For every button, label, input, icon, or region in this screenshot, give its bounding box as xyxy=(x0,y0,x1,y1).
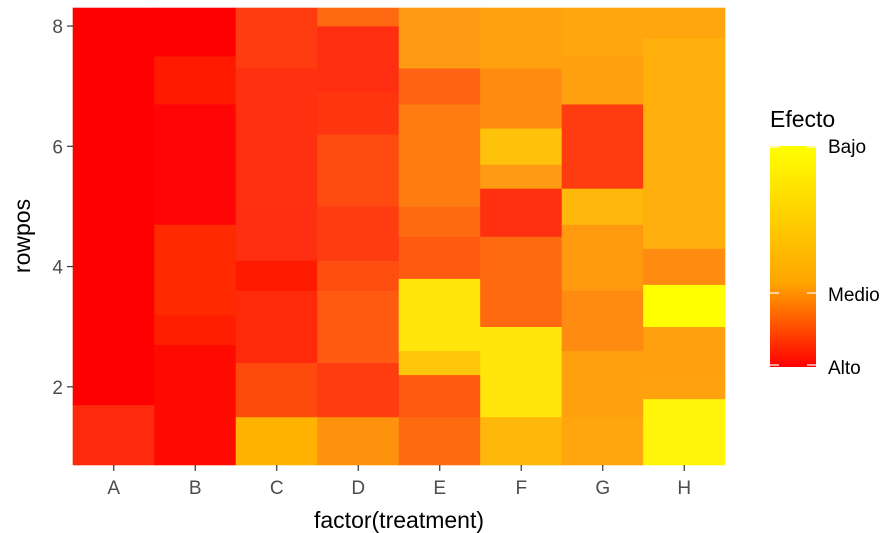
heatmap-cell-F-4 xyxy=(480,188,563,237)
heatmap-cell-D-9 xyxy=(317,7,400,27)
heatmap-cell-G-2 xyxy=(561,350,644,418)
heatmap-cell-F-3 xyxy=(480,236,563,327)
x-tick-label-B: B xyxy=(189,478,202,499)
heatmap-cell-E-6 xyxy=(398,206,481,237)
heatmap-cell-E-4 xyxy=(398,278,481,352)
heatmap-cell-F-1 xyxy=(480,416,563,466)
heatmap-cell-H-6 xyxy=(643,37,726,249)
x-tick-label-F: F xyxy=(515,478,527,499)
heatmap-cell-D-6 xyxy=(317,133,400,207)
x-tick-label-C: C xyxy=(270,478,284,499)
heatmap-cell-C-6 xyxy=(235,67,318,207)
heatmap-cell-D-4 xyxy=(317,260,400,291)
legend-label-medio: Medio xyxy=(828,285,880,306)
heatmap-cell-G-7 xyxy=(561,55,644,105)
heatmap-cell-F-8 xyxy=(480,7,563,69)
x-tick-label-D: D xyxy=(351,478,365,499)
x-tick-label-E: E xyxy=(433,478,446,499)
y-tick-label-6: 6 xyxy=(52,137,63,158)
heatmap-cell-E-1 xyxy=(398,416,481,466)
heatmap-cell-E-9 xyxy=(398,7,481,69)
heatmap-cell-B-4 xyxy=(154,103,237,225)
heatmap-cell-H-5 xyxy=(643,248,726,285)
heatmap-cell-H-7 xyxy=(643,7,726,39)
heatmap-cell-C-2 xyxy=(235,362,318,418)
legend-ticks xyxy=(770,146,816,366)
heatmap-cell-F-2 xyxy=(480,326,563,418)
heatmap-cell-B-2 xyxy=(154,314,237,346)
legend-title: Efecto xyxy=(770,106,835,132)
heatmap-cell-C-5 xyxy=(235,206,318,261)
heatmap-cell-H-3 xyxy=(643,326,726,376)
heatmap-cell-C-3 xyxy=(235,290,318,364)
heatmap-cell-F-6 xyxy=(480,127,563,165)
heatmap-cell-B-5 xyxy=(154,55,237,105)
heatmap-cell-G-8 xyxy=(561,7,644,57)
heatmap-cell-G-3 xyxy=(561,290,644,352)
heatmap-cell-B-7 xyxy=(154,7,237,27)
heatmap-cell-A-2 xyxy=(72,7,155,406)
legend-colorbar xyxy=(770,146,816,367)
heatmap-cell-H-1 xyxy=(643,398,726,466)
heatmap-cell-A-1 xyxy=(72,404,155,466)
y-tick-label-2: 2 xyxy=(52,378,63,399)
y-axis-title: rowpos xyxy=(9,199,35,273)
heatmap-cell-E-3 xyxy=(398,350,481,376)
heatmap-cell-E-7 xyxy=(398,103,481,207)
x-tick-label-G: G xyxy=(595,478,610,499)
x-tick-label-H: H xyxy=(677,478,691,499)
heatmap-cell-C-4 xyxy=(235,260,318,291)
heatmap-cell-E-5 xyxy=(398,236,481,279)
heatmap-cell-B-6 xyxy=(154,25,237,57)
x-axis-title: factor(treatment) xyxy=(314,507,484,533)
heatmap-cell-D-5 xyxy=(317,206,400,261)
legend-label-bajo: Bajo xyxy=(828,137,866,158)
heatmap-cell-G-4 xyxy=(561,224,644,291)
heatmap-cell-D-1 xyxy=(317,416,400,466)
axes: A B C D E F G H 2 4 6 8 xyxy=(52,17,691,499)
y-tick-label-8: 8 xyxy=(52,17,63,38)
y-tick-label-4: 4 xyxy=(52,258,63,279)
heatmap-cell-E-8 xyxy=(398,67,481,105)
x-tick-label-A: A xyxy=(107,478,120,499)
legend-label-alto: Alto xyxy=(828,358,861,379)
heatmap-cell-H-2 xyxy=(643,374,726,400)
heatmap-cell-F-7 xyxy=(480,67,563,129)
heatmap-cell-D-3 xyxy=(317,290,400,364)
heatmap-cell-G-5 xyxy=(561,188,644,225)
heatmap-cell-B-3 xyxy=(154,224,237,315)
heatmap-cell-B-1 xyxy=(154,344,237,466)
heatmap-cell-D-2 xyxy=(317,362,400,418)
heatmap-cell-C-7 xyxy=(235,7,318,69)
legend: Efecto Bajo Medio Alto xyxy=(770,106,880,379)
heatmap-cell-D-7 xyxy=(317,91,400,135)
heatmap-cell-F-5 xyxy=(480,164,563,189)
heatmap-cell-G-6 xyxy=(561,103,644,189)
heatmap-cell-H-4 xyxy=(643,284,726,327)
heatmap-cells xyxy=(72,7,726,466)
heatmap-cell-E-2 xyxy=(398,374,481,418)
heatmap-cell-C-1 xyxy=(235,416,318,466)
heatmap-cell-G-1 xyxy=(561,416,644,466)
heatmap-cell-D-8 xyxy=(317,25,400,93)
